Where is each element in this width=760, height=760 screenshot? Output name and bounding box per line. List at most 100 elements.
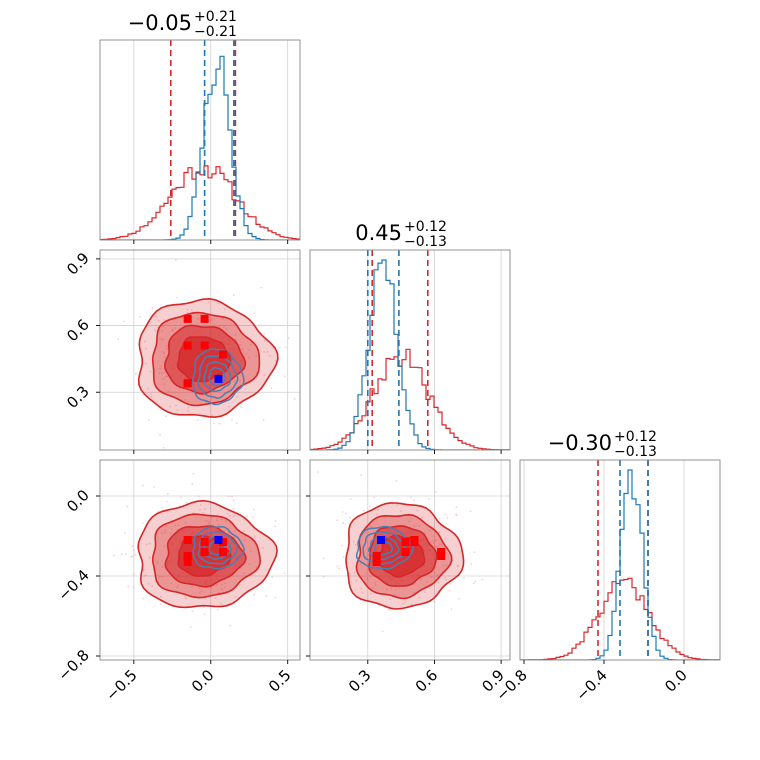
sample-point	[223, 325, 225, 328]
sample-point	[262, 419, 265, 421]
sample-point	[217, 302, 220, 305]
sample-point	[253, 312, 256, 315]
sample-point	[394, 588, 397, 591]
sample-point	[474, 580, 477, 583]
sample-point	[472, 582, 475, 585]
sample-point	[426, 581, 428, 583]
sample-point	[165, 415, 167, 418]
sample-point	[212, 422, 215, 425]
sample-point	[253, 535, 256, 538]
sample-point	[143, 575, 145, 577]
red-marker-5	[219, 548, 228, 556]
sample-point	[209, 392, 212, 395]
sample-point	[132, 573, 135, 576]
sample-point	[438, 531, 441, 534]
sample-point	[130, 555, 133, 558]
blue-contour-3	[373, 540, 394, 556]
sample-point	[169, 405, 171, 408]
sample-point	[363, 509, 365, 512]
sample-point	[191, 585, 194, 588]
sample-point	[127, 585, 130, 588]
sample-point	[274, 525, 277, 528]
sample-point	[365, 572, 367, 575]
blue-contour-2	[368, 536, 400, 561]
sample-point	[120, 553, 123, 556]
sample-point	[186, 309, 189, 311]
sample-point	[238, 544, 241, 546]
sample-point	[248, 349, 251, 351]
y-tick-label-2-2: 0.0	[63, 486, 93, 516]
sample-point	[418, 524, 421, 527]
sample-point	[177, 584, 179, 587]
sample-point	[195, 323, 198, 325]
sample-point	[413, 499, 415, 502]
sample-point	[141, 522, 144, 524]
sample-point	[437, 581, 440, 584]
sample-point	[184, 521, 187, 524]
sample-point	[161, 575, 164, 578]
sample-point	[446, 517, 449, 519]
sample-point	[155, 315, 158, 318]
sample-point	[469, 510, 472, 513]
sample-point	[463, 577, 465, 579]
sample-point	[376, 513, 378, 516]
sample-point	[430, 576, 433, 579]
red-marker-0	[200, 548, 209, 556]
y-tick-label-1-1: 0.6	[63, 316, 93, 346]
sample-point	[432, 542, 435, 544]
sample-point	[204, 597, 207, 600]
sample-point	[191, 483, 194, 485]
panel-title-minus-1: −0.13	[404, 234, 447, 250]
red-marker-6	[410, 538, 419, 546]
sample-point	[159, 365, 162, 368]
sample-point	[234, 333, 237, 336]
sample-point	[248, 563, 251, 566]
sample-point	[240, 406, 243, 409]
sample-point	[433, 601, 436, 604]
sample-point	[416, 509, 419, 512]
sample-point	[216, 608, 219, 611]
blue-contour-1	[197, 530, 239, 565]
sample-point	[287, 337, 290, 339]
sample-point	[170, 532, 172, 535]
y-tick-label-2-1: −0.4	[54, 566, 92, 604]
sample-point	[438, 543, 441, 546]
sample-point	[159, 433, 161, 436]
sample-point	[283, 375, 286, 378]
sample-point	[253, 508, 255, 511]
sample-point	[148, 419, 150, 421]
sample-point	[202, 606, 205, 608]
sample-point	[421, 516, 424, 519]
sample-point	[145, 574, 147, 576]
sample-point	[160, 532, 163, 535]
sample-point	[342, 556, 345, 559]
sample-point	[152, 485, 155, 488]
sample-point	[246, 515, 248, 518]
sample-point	[196, 317, 199, 320]
sample-point	[145, 543, 148, 546]
sample-point	[225, 328, 228, 330]
sample-point	[434, 545, 437, 548]
sample-point	[176, 409, 179, 412]
sample-point	[270, 387, 273, 390]
sample-point	[361, 591, 364, 594]
red-marker-6	[200, 538, 209, 546]
red-marker-7	[437, 552, 446, 560]
sample-point	[165, 345, 168, 347]
sample-point	[159, 337, 162, 340]
sample-point	[191, 609, 194, 612]
sample-point	[164, 532, 166, 534]
sample-point	[435, 491, 437, 493]
sample-point	[473, 551, 476, 554]
sample-point	[158, 575, 161, 578]
sample-point	[341, 544, 344, 547]
sample-point	[165, 500, 168, 503]
sample-point	[184, 398, 187, 401]
sample-point	[175, 404, 177, 407]
sample-point	[163, 545, 166, 547]
sample-point	[263, 374, 266, 376]
sample-point	[232, 294, 235, 296]
panel-title-2: −0.30	[548, 431, 612, 455]
sample-point	[360, 474, 363, 476]
sample-point	[142, 597, 144, 600]
